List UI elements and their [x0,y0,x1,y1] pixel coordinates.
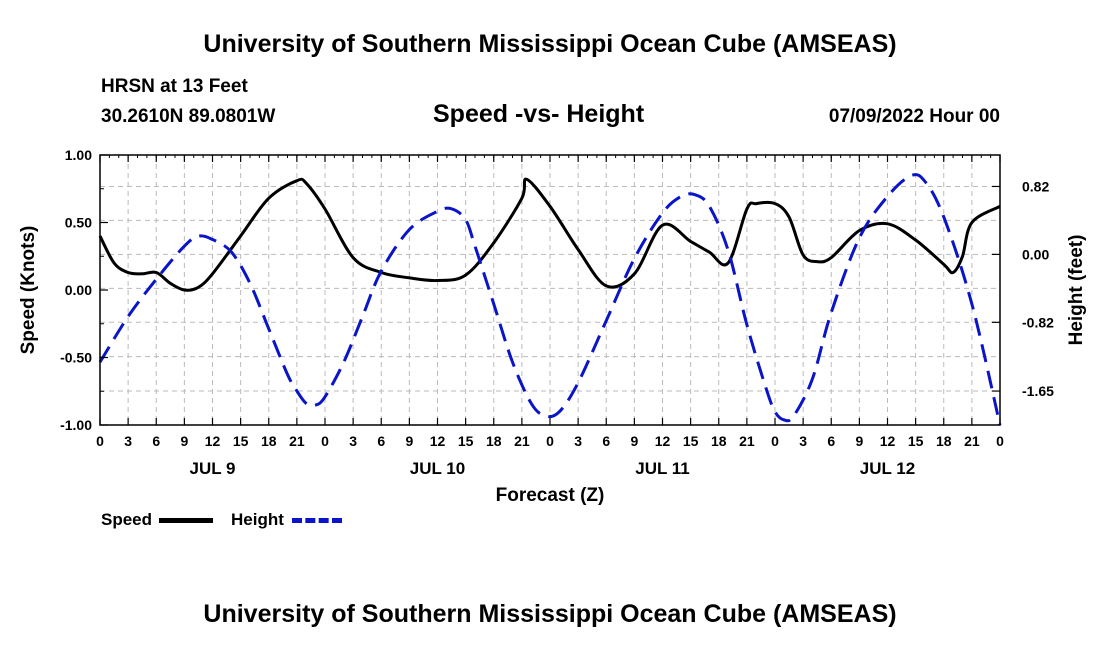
x-tick-label: 12 [655,433,671,449]
x-tick-label: 0 [996,433,1004,449]
x-tick-label: 3 [799,433,807,449]
x-tick-label: 3 [349,433,357,449]
x-tick-label: 15 [458,433,474,449]
y-axis-label: Speed (Knots) [18,226,39,355]
day-label: JUL 9 [190,459,236,478]
main-title: University of Southern Mississippi Ocean… [203,30,897,58]
x-tick-label: 18 [936,433,952,449]
y-tick-label: 0.50 [65,215,92,231]
legend-height-swatch [292,518,342,523]
x-tick-label: 6 [152,433,160,449]
x-tick-label: 6 [602,433,610,449]
y2-tick-label: -1.65 [1022,383,1054,399]
y-tick-label: -0.50 [60,350,92,366]
y2-axis-label: Height (feet) [1066,235,1087,346]
x-tick-label: 12 [430,433,446,449]
x-tick-label: 0 [546,433,554,449]
x-tick-label: 18 [261,433,277,449]
day-label: JUL 12 [860,459,915,478]
x-tick-label: 18 [486,433,502,449]
station-coordinates: 30.2610N 89.0801W [101,106,276,127]
x-tick-label: 0 [321,433,329,449]
x-tick-label: 12 [205,433,221,449]
x-tick-label: 15 [233,433,249,449]
grid-lines [100,155,1000,425]
y2-tick-label: -0.82 [1022,314,1054,330]
speed-height-chart: 0 3 6 9 12 15 18 21 0 3 6 9 12 15 18 21 0 3 6 9 12 15 18 21 0 3 6 9… [18,147,1087,506]
day-label: JUL 11 [635,459,690,478]
x-tick-label: 18 [711,433,727,449]
chart-subtitle: Speed -vs- Height [433,100,645,128]
x-tick-label: 3 [574,433,582,449]
x-tick-label: 0 [771,433,779,449]
x-tick-label: 9 [405,433,413,449]
footer-title: University of Southern Mississippi Ocean… [203,600,897,628]
x-tick-label: 6 [377,433,385,449]
station-label: HRSN at 13 Feet [101,76,248,97]
day-label: JUL 10 [410,459,465,478]
x-tick-label: 21 [514,433,530,449]
speed-series-line [98,177,1001,292]
x-tick-label: 15 [683,433,699,449]
x-tick-label: 12 [880,433,896,449]
x-tick-label: 15 [908,433,924,449]
y-tick-label: 0.00 [65,282,92,298]
x-axis-label: Forecast (Z) [496,485,605,506]
series-layer [98,173,1002,426]
x-tick-label: 6 [827,433,835,449]
x-tick-label: 9 [855,433,863,449]
legend-speed-swatch [159,518,213,523]
y-tick-label: -1.00 [60,417,92,433]
y-tick-label: 1.00 [65,147,92,163]
x-tick-label: 21 [739,433,755,449]
x-tick-label: 3 [124,433,132,449]
x-tick-label: 0 [96,433,104,449]
x-tick-label: 21 [289,433,305,449]
legend-height-label: Height [231,510,284,529]
x-tick-label: 9 [180,433,188,449]
y2-tick-label: 0.00 [1022,246,1049,262]
x-tick-label: 9 [630,433,638,449]
y2-tick-label: 0.82 [1022,178,1049,194]
axis-ticks: 0 3 6 9 12 15 18 21 0 3 6 9 12 15 18 21 0 3 6 9 12 15 18 21 0 3 6 9… [60,147,1054,478]
forecast-datetime: 07/09/2022 Hour 00 [828,106,1000,127]
x-tick-label: 21 [964,433,980,449]
legend-speed-label: Speed [101,510,153,529]
